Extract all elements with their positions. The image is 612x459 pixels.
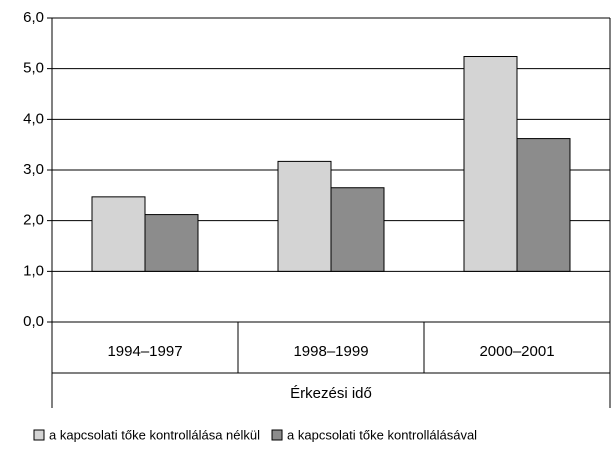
x-tick-label: 1998–1999 <box>293 343 368 360</box>
legend-swatch <box>33 429 45 441</box>
legend-swatch <box>271 429 283 441</box>
y-tick-label: 1,0 <box>23 262 44 279</box>
bar <box>463 56 518 272</box>
y-tick-label: 6,0 <box>23 9 44 26</box>
legend-label: a kapcsolati tőke kontrollálásával <box>287 427 477 442</box>
y-tick-label: 5,0 <box>23 60 44 77</box>
bar <box>91 196 146 272</box>
x-axis-label: Érkezési idő <box>290 385 372 402</box>
bar <box>277 160 332 272</box>
y-tick-label: 0,0 <box>23 313 44 330</box>
bar <box>144 214 199 272</box>
legend-label: a kapcsolati tőke kontrollálása nélkül <box>49 427 260 442</box>
x-tick-label: 1994–1997 <box>107 343 182 360</box>
bar <box>516 138 571 272</box>
y-tick-label: 2,0 <box>23 212 44 229</box>
y-tick-label: 4,0 <box>23 110 44 127</box>
y-tick-label: 3,0 <box>23 161 44 178</box>
bar <box>330 187 385 272</box>
x-tick-label: 2000–2001 <box>479 343 554 360</box>
